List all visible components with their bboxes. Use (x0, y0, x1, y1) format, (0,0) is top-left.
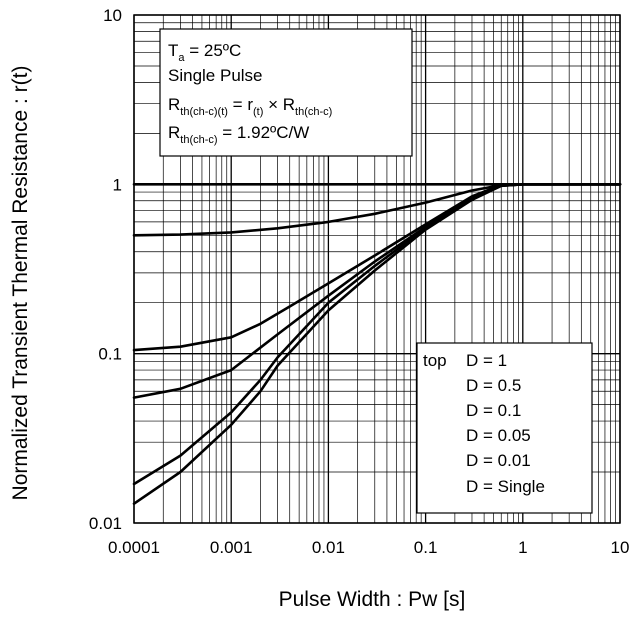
single-pulse-text: Single Pulse (168, 66, 263, 85)
x-axis-title: Pulse Width : Pw [s] (279, 588, 466, 611)
legend-prefix: top (423, 351, 447, 370)
x-tick-label: 1 (518, 538, 527, 557)
thermal-resistance-value-text: Rth(ch-c) = 1.92ºC/W (168, 123, 309, 146)
series-line (132, 183, 622, 506)
y-tick-label: 0.1 (98, 345, 122, 364)
y-axis-title: Normalized Transient Thermal Resistance … (9, 66, 32, 501)
plot-area-border (133, 14, 621, 524)
legend: top D = 1 D = 0.5 D = 0.1 D = 0.05 D = 0… (416, 342, 593, 514)
x-tick-label: 0.01 (312, 538, 345, 557)
legend-entry: D = Single (466, 477, 545, 496)
y-tick-label: 0.01 (89, 514, 122, 533)
y-tick-label: 1 (113, 175, 122, 194)
ambient-temperature-text: Ta = 25ºC (168, 41, 241, 64)
series-lines (132, 183, 622, 506)
conditions-box: Ta = 25ºC Single Pulse Rth(ch-c)(t) = r(… (159, 28, 413, 157)
legend-entry: D = 0.1 (466, 401, 521, 420)
y-tick-label: 10 (103, 6, 122, 25)
x-tick-label: 0.001 (210, 538, 253, 557)
legend-entry: D = 0.05 (466, 426, 531, 445)
x-tick-labels: 0.0001 0.001 0.01 0.1 1 10 (108, 538, 629, 557)
formula-text: Rth(ch-c)(t) = r(t) × Rth(ch-c) (168, 95, 332, 118)
legend-entry: D = 1 (466, 351, 507, 370)
legend-entry: D = 0.01 (466, 451, 531, 470)
legend-entry: D = 0.5 (466, 376, 521, 395)
y-tick-labels: 0.01 0.1 1 10 (89, 6, 122, 533)
x-tick-label: 10 (611, 538, 630, 557)
x-tick-label: 0.0001 (108, 538, 160, 557)
x-tick-label: 0.1 (414, 538, 438, 557)
